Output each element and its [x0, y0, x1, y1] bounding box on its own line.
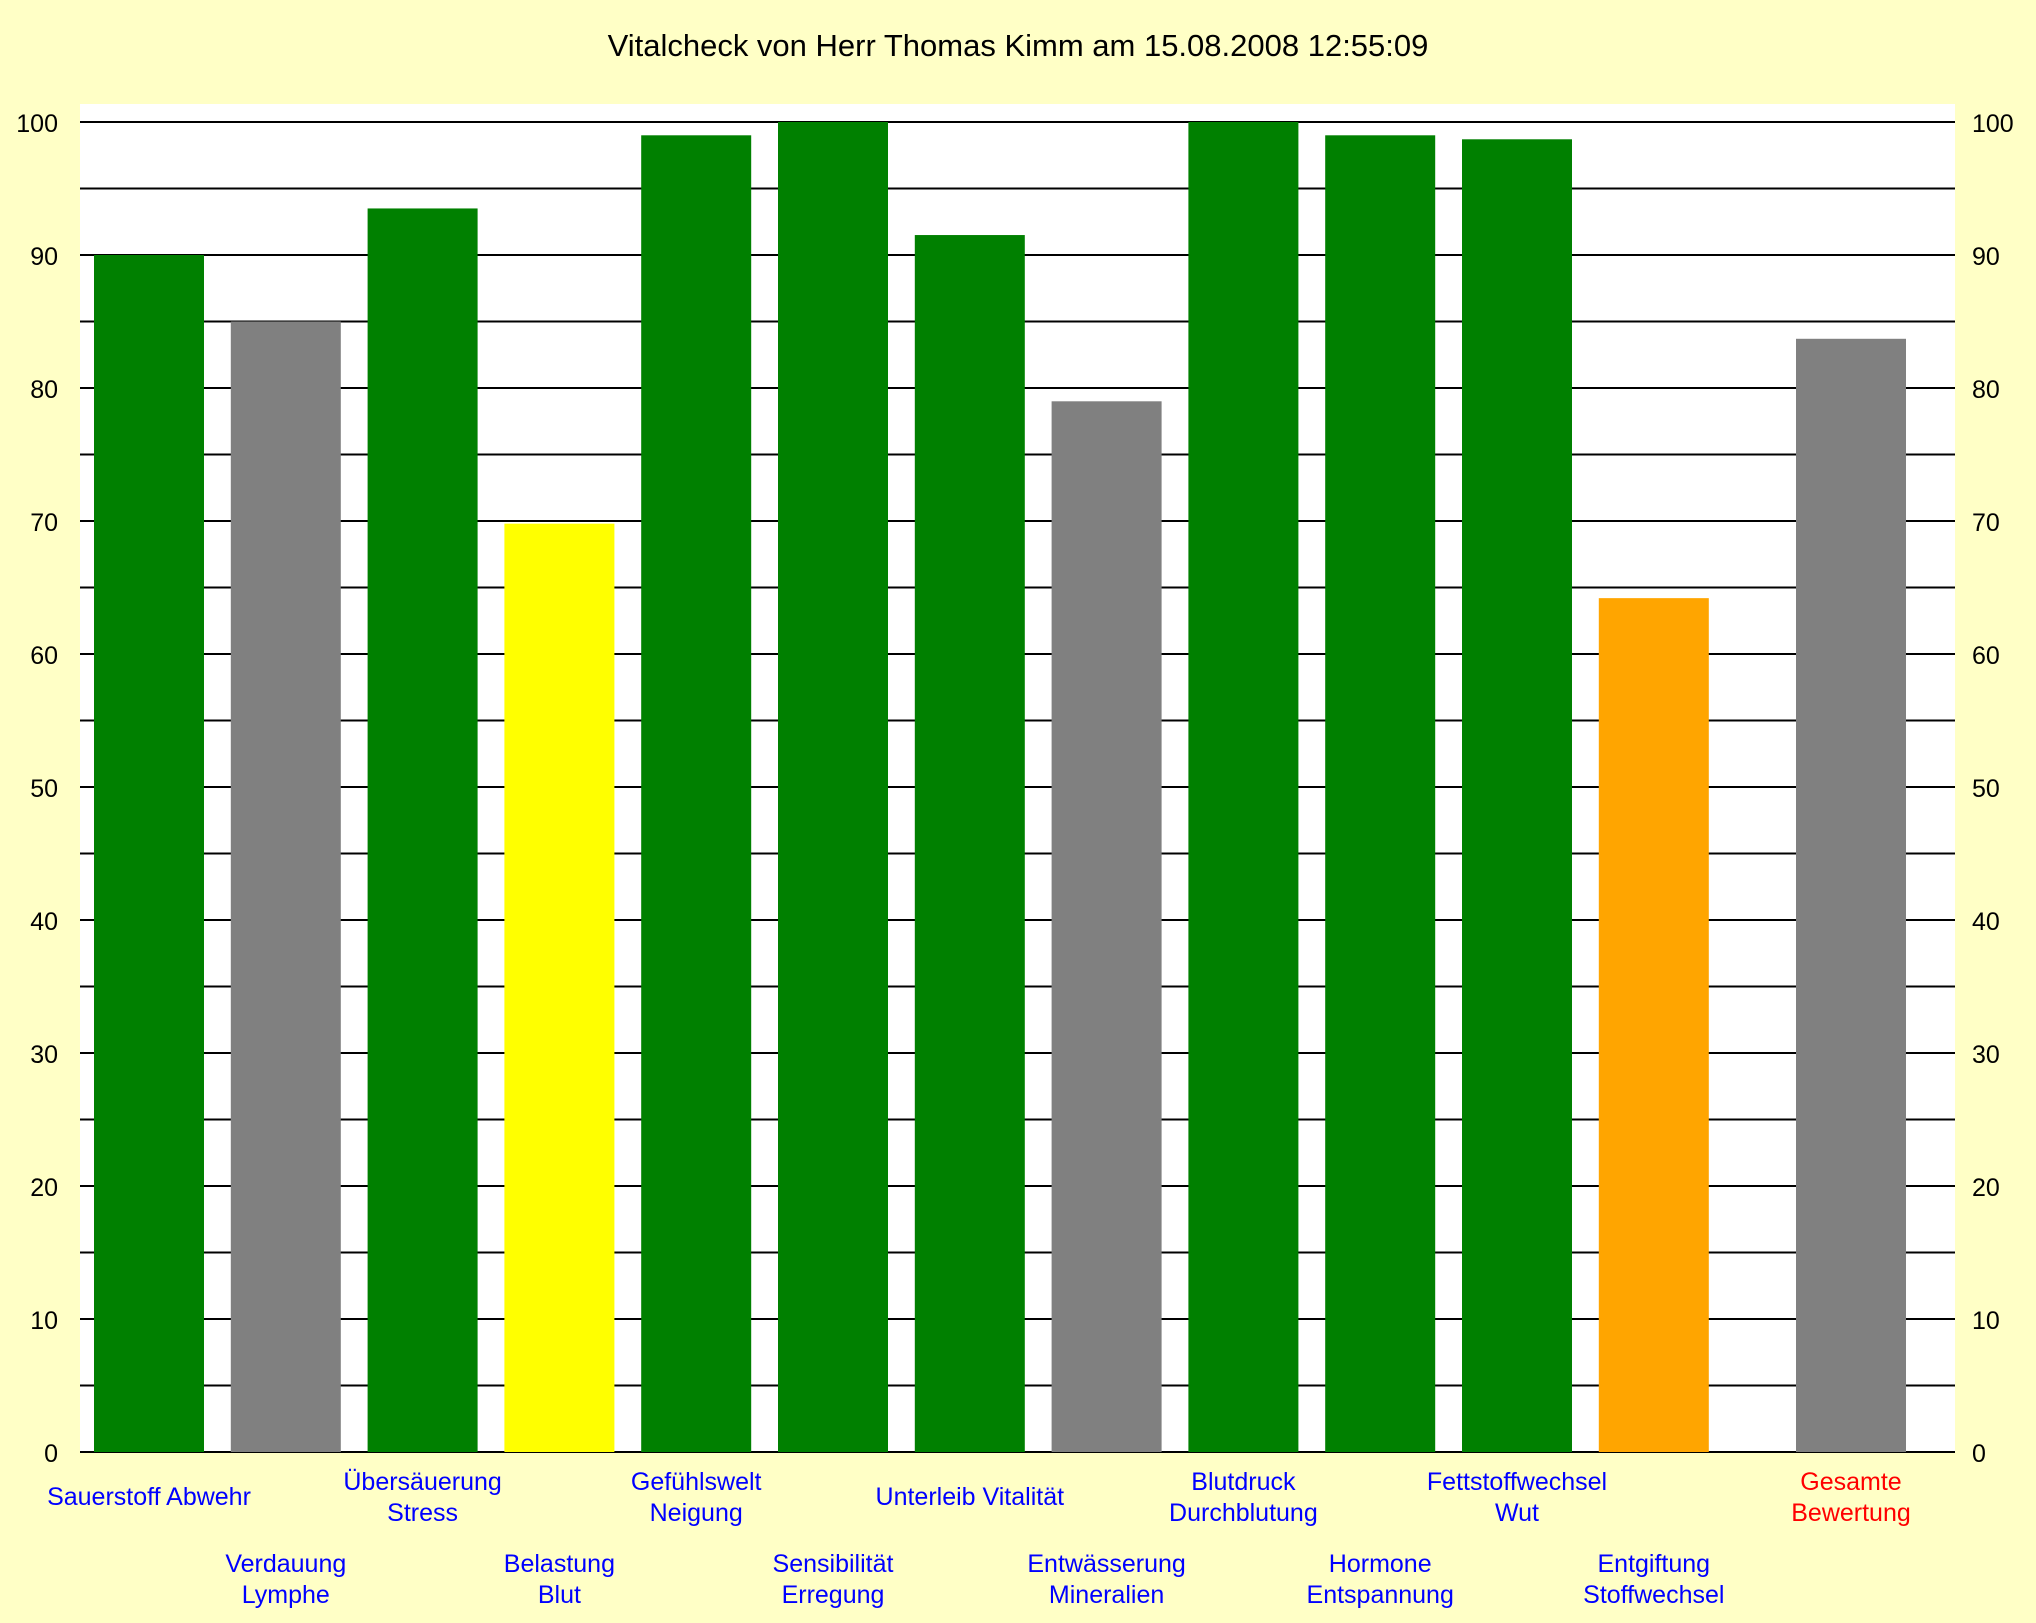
y-tick-label-right: 60: [1972, 642, 2000, 670]
bar: [914, 235, 1025, 1452]
chart-title: Vitalcheck von Herr Thomas Kimm am 15.08…: [607, 28, 1429, 63]
category-label: Gefühlswelt: [631, 1468, 762, 1496]
category-label: Hormone: [1329, 1550, 1432, 1578]
bar: [1796, 338, 1906, 1452]
bar: [367, 208, 478, 1453]
bar: [1325, 135, 1436, 1452]
y-tick-label-left: 40: [30, 908, 58, 936]
category-label: Verdauung: [225, 1550, 346, 1578]
category-label: Stress: [387, 1499, 458, 1527]
bar: [230, 321, 341, 1452]
category-label: Gesamte: [1800, 1468, 1901, 1496]
y-tick-label-right: 30: [1972, 1041, 2000, 1069]
bar: [1598, 598, 1709, 1452]
category-label: Übersäuerung: [343, 1468, 501, 1496]
bar: [504, 523, 615, 1452]
y-tick-label-left: 0: [44, 1440, 58, 1468]
category-label: Durchblutung: [1169, 1499, 1318, 1527]
category-label: Sensibilität: [773, 1550, 894, 1578]
category-label: Blut: [538, 1581, 581, 1609]
bar: [94, 255, 204, 1452]
y-tick-label-left: 100: [16, 110, 58, 138]
bar: [641, 135, 752, 1452]
y-tick-label-left: 80: [30, 376, 58, 404]
y-tick-label-right: 20: [1972, 1174, 2000, 1202]
bar: [1188, 122, 1299, 1452]
y-tick-label-right: 50: [1972, 775, 2000, 803]
y-tick-label-right: 10: [1972, 1307, 2000, 1335]
y-tick-label-left: 60: [30, 642, 58, 670]
category-label: Belastung: [504, 1550, 615, 1578]
category-label: Unterleib Vitalität: [876, 1483, 1065, 1511]
bar: [778, 122, 888, 1452]
category-label: Wut: [1495, 1499, 1539, 1527]
category-label: Erregung: [782, 1581, 885, 1609]
category-label: Fettstoffwechsel: [1427, 1468, 1607, 1496]
category-label: Bewertung: [1791, 1499, 1911, 1527]
category-label: Entwässerung: [1027, 1550, 1185, 1578]
bar: [1051, 401, 1162, 1452]
y-tick-label-left: 30: [30, 1041, 58, 1069]
y-tick-label-left: 90: [30, 243, 58, 271]
y-tick-label-left: 50: [30, 775, 58, 803]
y-tick-label-left: 10: [30, 1307, 58, 1335]
category-label: Sauerstoff Abwehr: [47, 1483, 251, 1511]
y-tick-label-right: 40: [1972, 908, 2000, 936]
category-label: Stoffwechsel: [1583, 1581, 1724, 1609]
y-tick-label-right: 0: [1972, 1440, 1986, 1468]
bar: [1462, 139, 1572, 1452]
y-tick-label-right: 70: [1972, 509, 2000, 537]
category-label: Neigung: [650, 1499, 743, 1527]
y-tick-label-left: 20: [30, 1174, 58, 1202]
category-label: Entspannung: [1307, 1581, 1454, 1609]
category-label: Blutdruck: [1191, 1468, 1296, 1496]
y-tick-label-right: 100: [1972, 110, 2014, 138]
category-label: Mineralien: [1049, 1581, 1164, 1609]
y-tick-label-right: 80: [1972, 376, 2000, 404]
category-label: Entgiftung: [1598, 1550, 1711, 1578]
y-tick-label-left: 70: [30, 509, 58, 537]
category-label: Lymphe: [242, 1581, 330, 1609]
y-tick-label-right: 90: [1972, 243, 2000, 271]
